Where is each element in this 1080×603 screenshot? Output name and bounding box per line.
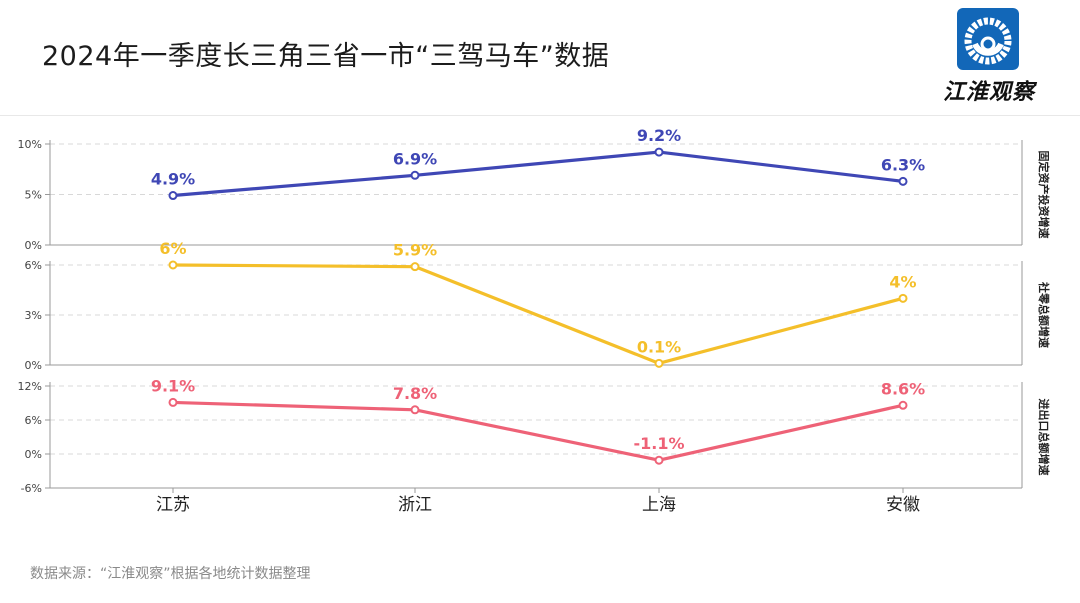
y-tick-label: 5% [25, 189, 42, 202]
source-note: 数据来源：“江淮观察”根据各地统计数据整理 [30, 566, 311, 582]
data-point [898, 176, 908, 186]
swirl-logo-icon [964, 17, 1012, 65]
data-label: 9.2% [637, 126, 681, 145]
data-point [654, 455, 664, 465]
page-title: 2024年一季度长三角三省一市“三驾马车”数据 [42, 41, 610, 72]
x-tick-label: 上海 [642, 495, 676, 515]
data-point [410, 170, 420, 180]
series-line [172, 400, 904, 462]
x-tick-label: 江苏 [156, 495, 190, 515]
series-line [172, 263, 904, 365]
series-line [172, 150, 904, 198]
data-point [168, 397, 178, 407]
data-point [654, 358, 664, 368]
data-label: 6.3% [881, 155, 925, 174]
y-tick-label: 6% [25, 414, 42, 427]
panel-title: 社零总额增速 [1037, 281, 1051, 348]
y-tick-label: 0% [25, 359, 42, 372]
data-label: 4.9% [151, 170, 195, 189]
data-point [898, 400, 908, 410]
data-label: 0.1% [637, 337, 681, 356]
panel-2: 0% 3% 6% 6% 5.9% 0.1% 4% 社零总额增速 [25, 239, 1051, 372]
data-point [654, 147, 664, 157]
y-tick-label: 6% [25, 259, 42, 272]
data-label: 8.6% [881, 379, 925, 398]
data-label: 9.1% [151, 376, 195, 395]
x-tick-label: 安徽 [886, 495, 920, 515]
data-point [168, 191, 178, 201]
header-divider [0, 115, 1080, 116]
data-point [898, 293, 908, 303]
data-label: 4% [889, 272, 916, 291]
logo-icon [957, 8, 1019, 70]
panel-title: 固定资产投资增速 [1037, 151, 1051, 239]
panel-1: 0% 5% 10% 4.9% 6.9% 9.2% 6.3% 固定资产投资增速 [18, 126, 1051, 252]
data-point [410, 405, 420, 415]
y-tick-label: 10% [18, 138, 42, 151]
y-tick-label: -6% [21, 482, 42, 495]
y-tick-label: 12% [18, 380, 42, 393]
data-point [410, 262, 420, 272]
y-tick-label: 3% [25, 309, 42, 322]
data-label: -1.1% [633, 434, 684, 453]
logo-text: 江淮观察 [943, 79, 1036, 105]
data-label: 5.9% [393, 241, 437, 260]
data-label: 7.8% [393, 384, 437, 403]
data-label: 6.9% [393, 149, 437, 168]
data-point [168, 260, 178, 270]
data-label: 6% [159, 239, 186, 258]
x-tick-label: 浙江 [398, 495, 432, 515]
y-tick-label: 0% [25, 448, 42, 461]
panel-3: -6% 0% 6% 12% 9.1% 7.8% -1.1% 8.6% 进出口总额增速 [18, 376, 1051, 495]
y-tick-label: 0% [25, 239, 42, 252]
panel-title: 进出口总额增速 [1037, 399, 1051, 476]
